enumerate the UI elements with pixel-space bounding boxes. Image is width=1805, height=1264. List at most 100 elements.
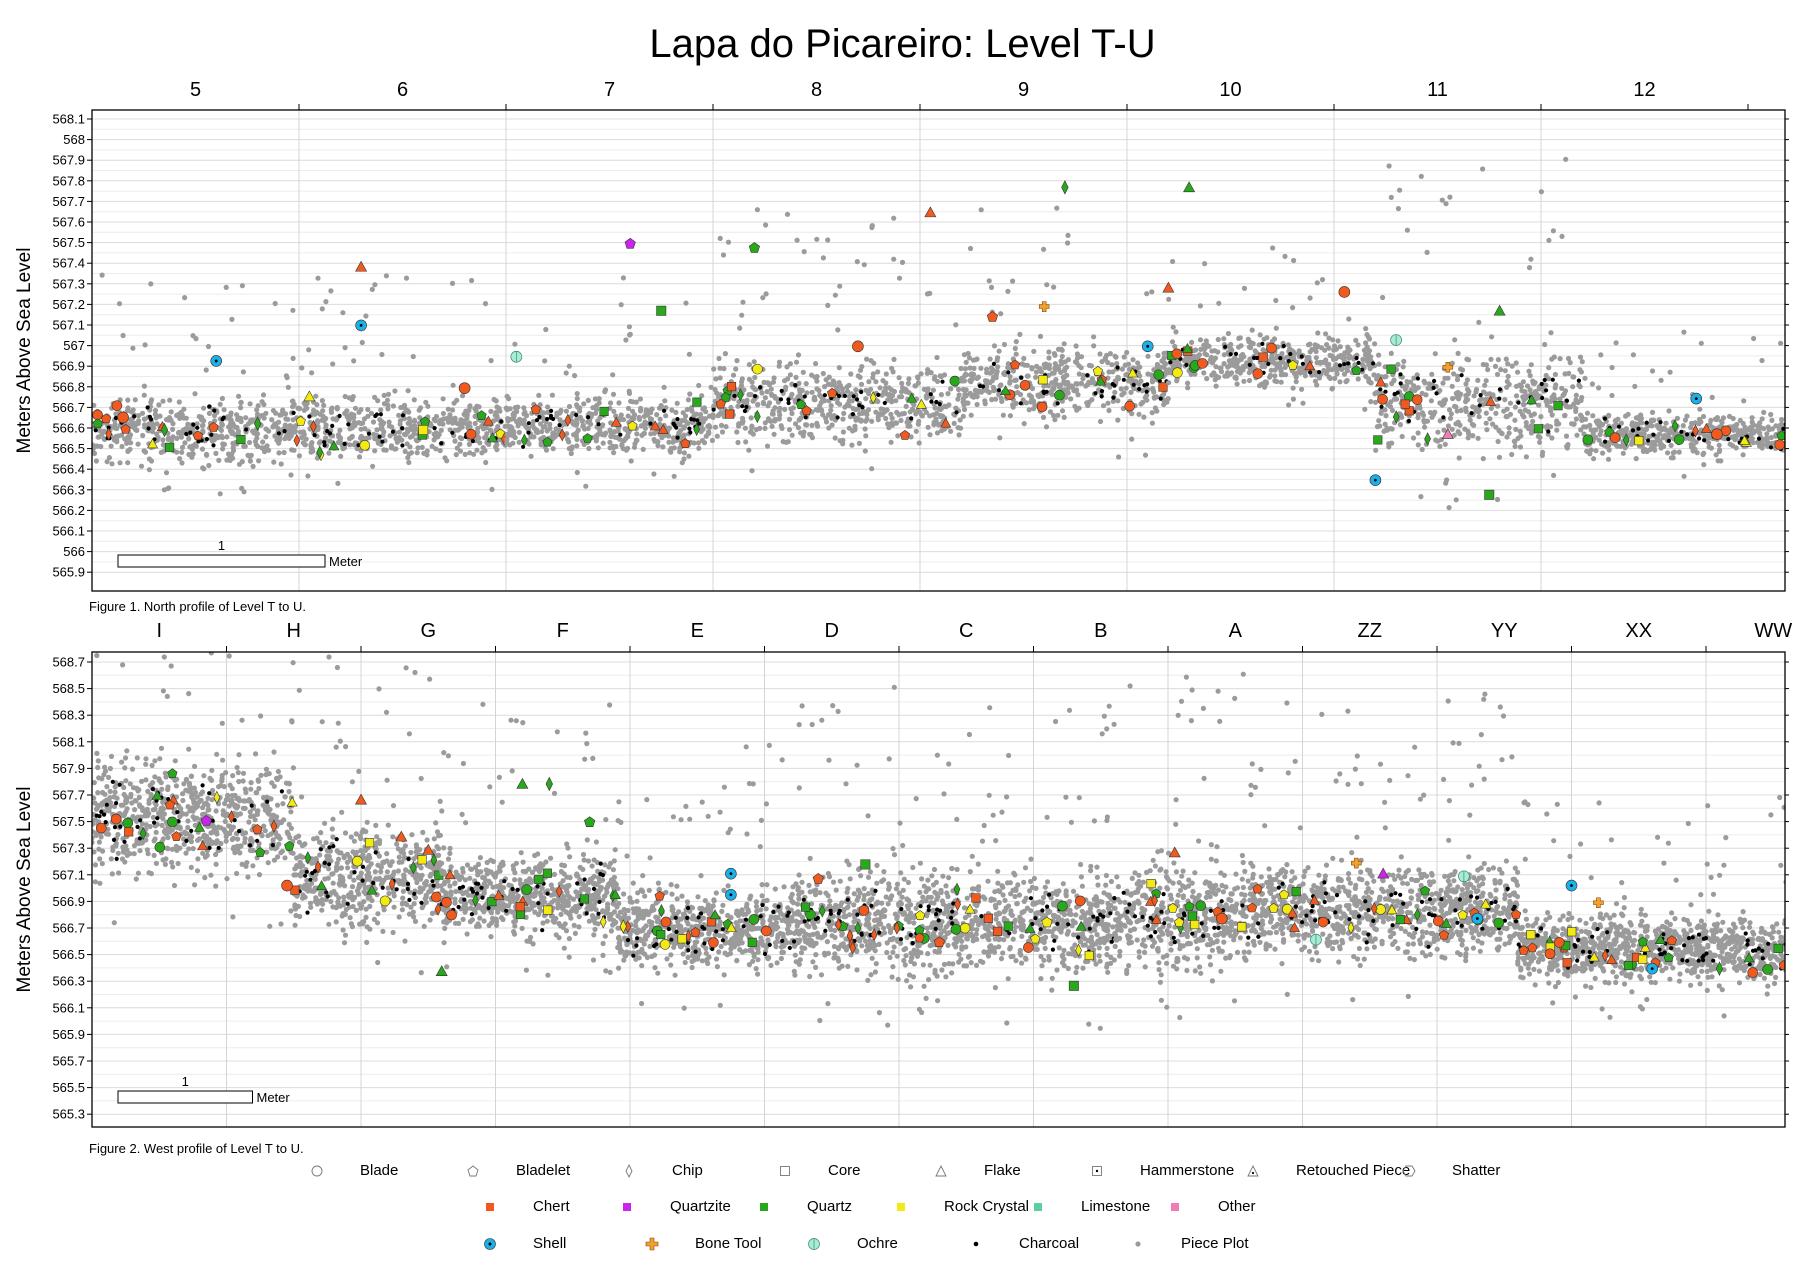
piece-plot-point <box>1600 450 1606 456</box>
piece-plot-point <box>1304 357 1310 364</box>
piece-plot-point <box>820 255 827 261</box>
piece-plot-point <box>873 409 879 415</box>
piece-plot-point <box>719 429 726 435</box>
piece-plot-point <box>189 794 195 800</box>
charcoal-point <box>1019 375 1024 380</box>
piece-plot-point <box>214 831 220 837</box>
piece-plot-point <box>574 469 580 476</box>
piece-plot-point <box>1317 360 1323 366</box>
piece-plot-point <box>259 614 264 619</box>
charcoal-point <box>860 405 865 410</box>
piece-plot-point <box>287 423 293 429</box>
charcoal-point <box>977 383 983 389</box>
piece-plot-point <box>174 435 180 441</box>
piece-plot-point <box>1547 405 1554 411</box>
piece-plot-point <box>718 422 725 428</box>
piece-plot-point <box>934 410 940 416</box>
charcoal-point <box>1564 398 1569 403</box>
piece-plot-point <box>1046 355 1052 361</box>
piece-plot-point <box>1709 394 1715 400</box>
piece-plot-point <box>160 688 166 694</box>
piece-plot-point <box>1154 361 1160 368</box>
piece-plot-point <box>387 433 393 439</box>
piece-plot-point <box>1104 352 1110 358</box>
piece-plot-point <box>285 384 291 390</box>
piece-plot-point <box>289 447 295 453</box>
piece-plot-point <box>388 443 395 449</box>
piece-plot-point <box>617 436 623 442</box>
piece-plot-point <box>625 445 631 451</box>
piece-plot-point <box>748 392 754 398</box>
piece-plot-point <box>984 384 990 390</box>
piece-plot-point <box>583 483 589 489</box>
piece-plot-point <box>620 275 627 281</box>
piece-plot-point <box>94 652 100 659</box>
piece-plot-point <box>1339 355 1345 361</box>
charcoal-point <box>1354 355 1359 361</box>
piece-plot-point <box>1307 341 1313 347</box>
artifact-marker <box>1375 376 1387 387</box>
piece-plot-point <box>504 431 510 438</box>
piece-plot-point <box>236 795 242 802</box>
piece-plot-point <box>906 376 912 382</box>
piece-plot-point <box>1365 350 1371 356</box>
artifact-marker <box>1252 368 1264 379</box>
piece-plot-point <box>221 407 227 413</box>
piece-plot-point <box>945 391 951 397</box>
piece-plot-point <box>1037 333 1044 339</box>
piece-plot-point <box>1448 411 1454 417</box>
piece-plot-point <box>1430 412 1437 418</box>
charcoal-point <box>1042 390 1047 395</box>
piece-plot-point <box>159 809 165 815</box>
artifact-marker <box>649 420 661 431</box>
piece-plot-point <box>593 410 599 416</box>
piece-plot-point <box>807 431 813 437</box>
piece-plot-point <box>95 790 101 796</box>
piece-plot-point <box>1632 383 1638 389</box>
piece-plot-point <box>596 400 602 406</box>
piece-plot-point <box>1110 398 1116 404</box>
piece-plot-point <box>473 408 479 414</box>
piece-plot-point <box>966 355 973 361</box>
piece-plot-point <box>504 407 510 413</box>
charcoal-point <box>1006 370 1011 375</box>
piece-plot-point <box>182 440 188 446</box>
piece-plot-point <box>342 830 349 836</box>
piece-plot-point <box>272 846 278 852</box>
piece-plot-point <box>167 397 173 403</box>
piece-plot-point <box>1489 392 1495 398</box>
piece-plot-point <box>131 646 136 651</box>
charcoal-point <box>1434 391 1439 396</box>
piece-plot-point <box>1437 418 1443 424</box>
charcoal-point <box>282 429 287 434</box>
piece-plot-point <box>125 460 131 466</box>
y-tick-label: 567.6 <box>52 215 85 230</box>
piece-plot-point <box>283 411 289 417</box>
piece-plot-point <box>1013 351 1019 357</box>
piece-plot-point <box>787 361 794 367</box>
artifact-marker <box>1054 389 1065 401</box>
piece-plot-point <box>1221 336 1227 342</box>
artifact-marker <box>1038 375 1048 385</box>
piece-plot-point <box>1521 401 1527 408</box>
piece-plot-point <box>1029 397 1035 403</box>
artifact-marker <box>286 796 298 807</box>
charcoal-point <box>400 413 406 418</box>
charcoal-point <box>103 820 108 825</box>
charcoal-point <box>586 415 591 420</box>
piece-plot-point <box>1065 240 1071 246</box>
piece-plot-point <box>789 410 795 417</box>
piece-plot-point <box>1312 342 1318 348</box>
piece-plot-point <box>1505 361 1511 367</box>
piece-plot-point <box>852 423 858 429</box>
piece-plot-point <box>452 438 458 444</box>
piece-plot-point <box>223 797 229 803</box>
piece-plot-point <box>289 398 295 404</box>
piece-plot-point <box>1546 237 1552 243</box>
charcoal-point <box>574 412 579 417</box>
charcoal-point <box>876 392 881 397</box>
piece-plot-point <box>836 380 842 386</box>
piece-plot-point <box>1692 420 1698 426</box>
piece-plot-point <box>1776 426 1782 432</box>
piece-plot-point <box>1121 390 1127 396</box>
